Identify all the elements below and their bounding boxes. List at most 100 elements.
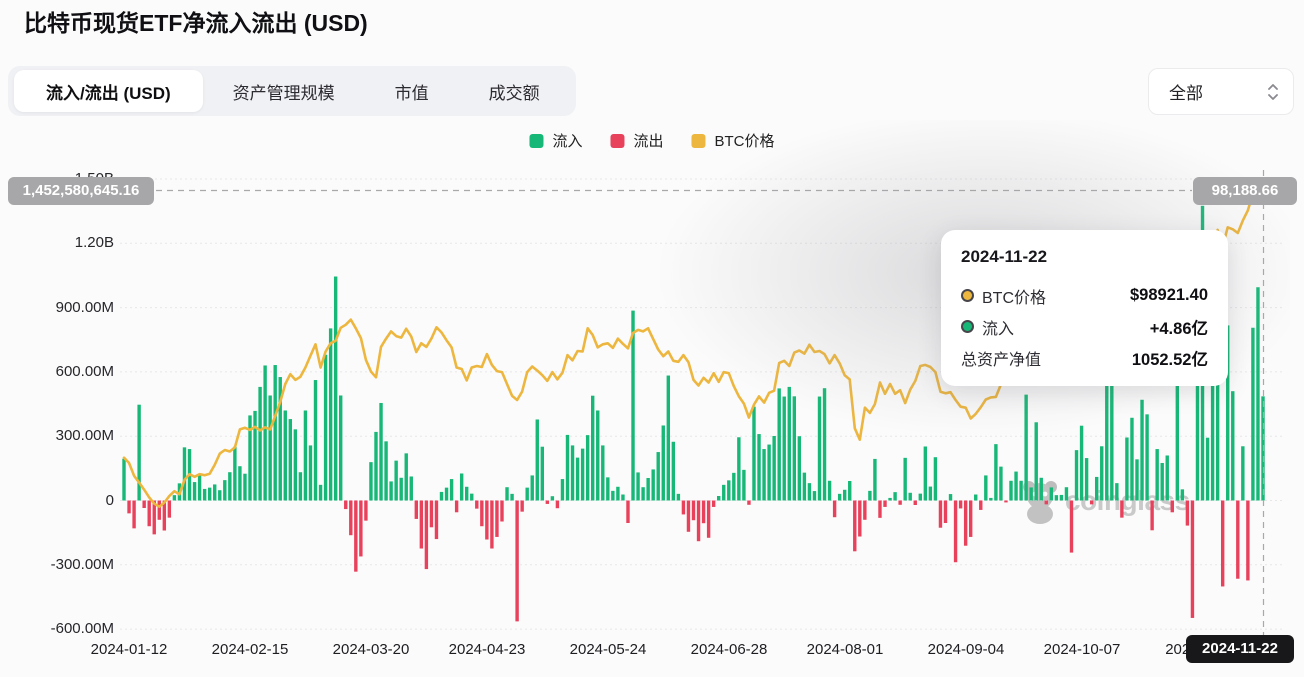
bar-inflow[interactable] [1084,458,1089,501]
bar-inflow[interactable] [1210,367,1215,501]
bar-inflow[interactable] [782,396,786,501]
bar-inflow[interactable] [550,496,555,501]
bar-inflow[interactable] [444,487,449,501]
bar-inflow[interactable] [258,386,262,501]
bar-inflow[interactable] [676,493,681,501]
bar-outflow[interactable] [858,500,862,537]
bar-inflow[interactable] [283,410,287,501]
bar-inflow[interactable] [1231,391,1235,501]
bar-inflow[interactable] [671,441,676,501]
bar-inflow[interactable] [172,495,177,501]
bar-inflow[interactable] [722,484,726,501]
legend-item-btc-price[interactable]: BTC价格 [691,130,775,151]
bar-outflow[interactable] [147,500,151,527]
bar-inflow[interactable] [616,486,620,501]
bar-inflow[interactable] [459,473,464,501]
bar-outflow[interactable] [938,500,943,528]
bar-inflow[interactable] [621,494,625,501]
bar-outflow[interactable] [963,500,968,546]
bar-outflow[interactable] [132,500,136,529]
bar-inflow[interactable] [243,473,247,501]
bar-inflow[interactable] [505,487,509,501]
bar-inflow[interactable] [651,469,655,501]
bar-inflow[interactable] [837,493,842,501]
tab-inflow-outflow[interactable]: 流入/流出 (USD) [14,70,203,112]
bar-inflow[interactable] [1019,480,1023,501]
bar-inflow[interactable] [1241,446,1245,501]
bar-inflow[interactable] [984,475,988,501]
bar-inflow[interactable] [1140,399,1144,501]
legend-item-inflow[interactable]: 流入 [529,130,582,151]
bar-inflow[interactable] [1125,437,1129,501]
bar-inflow[interactable] [727,480,731,501]
bar-inflow[interactable] [580,448,585,501]
bar-outflow[interactable] [1246,500,1250,581]
bar-inflow[interactable] [560,479,565,501]
bar-inflow[interactable] [404,453,408,501]
bar-inflow[interactable] [842,489,847,501]
bar-inflow[interactable] [137,404,141,501]
bar-inflow[interactable] [893,492,897,501]
bar-inflow[interactable] [389,481,393,501]
bar-outflow[interactable] [953,500,958,563]
bar-inflow[interactable] [248,415,252,501]
bar-inflow[interactable] [268,395,272,501]
bar-outflow[interactable] [958,500,963,509]
bar-inflow[interactable] [777,388,781,501]
bar-inflow[interactable] [384,441,388,501]
bar-outflow[interactable] [863,500,867,520]
bar-inflow[interactable] [974,494,978,501]
bar-outflow[interactable] [832,500,837,518]
bar-inflow[interactable] [575,457,580,501]
bar-outflow[interactable] [162,500,167,531]
bar-inflow[interactable] [933,457,938,501]
bar-outflow[interactable] [424,500,429,570]
bar-inflow[interactable] [565,434,570,501]
bar-outflow[interactable] [681,500,686,515]
bar-outflow[interactable] [913,500,917,506]
bar-outflow[interactable] [359,500,363,557]
bar-outflow[interactable] [419,500,424,549]
bar-inflow[interactable] [339,395,343,501]
bar-outflow[interactable] [1069,500,1074,553]
bar-inflow[interactable] [1160,462,1164,501]
bar-outflow[interactable] [475,500,479,509]
bar-outflow[interactable] [696,500,701,542]
bar-inflow[interactable] [570,445,575,501]
bar-inflow[interactable] [601,445,605,501]
bar-outflow[interactable] [878,500,882,518]
bar-outflow[interactable] [686,500,691,532]
bar-inflow[interactable] [585,435,590,501]
bar-outflow[interactable] [747,500,751,505]
bar-inflow[interactable] [1105,381,1109,501]
bar-inflow[interactable] [1079,425,1084,501]
bar-outflow[interactable] [349,500,353,536]
bar-inflow[interactable] [611,490,615,501]
bar-inflow[interactable] [510,493,514,501]
bar-outflow[interactable] [898,500,902,505]
bar-inflow[interactable] [318,484,323,501]
bar-inflow[interactable] [752,406,756,501]
bar-outflow[interactable] [711,500,716,507]
bar-inflow[interactable] [666,375,670,501]
bar-outflow[interactable] [429,500,434,528]
bar-inflow[interactable] [263,365,267,501]
bar-outflow[interactable] [555,500,560,509]
bar-inflow[interactable] [1009,480,1013,501]
bar-inflow[interactable] [288,419,293,501]
bar-outflow[interactable] [1004,500,1008,503]
bar-inflow[interactable] [888,497,892,501]
bar-outflow[interactable] [545,500,550,504]
bar-inflow[interactable] [1034,422,1038,501]
bar-inflow[interactable] [1039,477,1043,501]
bar-inflow[interactable] [908,492,912,501]
bar-inflow[interactable] [742,469,746,501]
bar-outflow[interactable] [701,500,706,524]
bar-inflow[interactable] [661,425,665,501]
bar-inflow[interactable] [1130,417,1134,501]
bar-inflow[interactable] [646,478,650,501]
bar-outflow[interactable] [979,500,983,510]
bar-inflow[interactable] [772,435,776,501]
bar-outflow[interactable] [1150,500,1154,531]
bar-inflow[interactable] [767,444,771,501]
